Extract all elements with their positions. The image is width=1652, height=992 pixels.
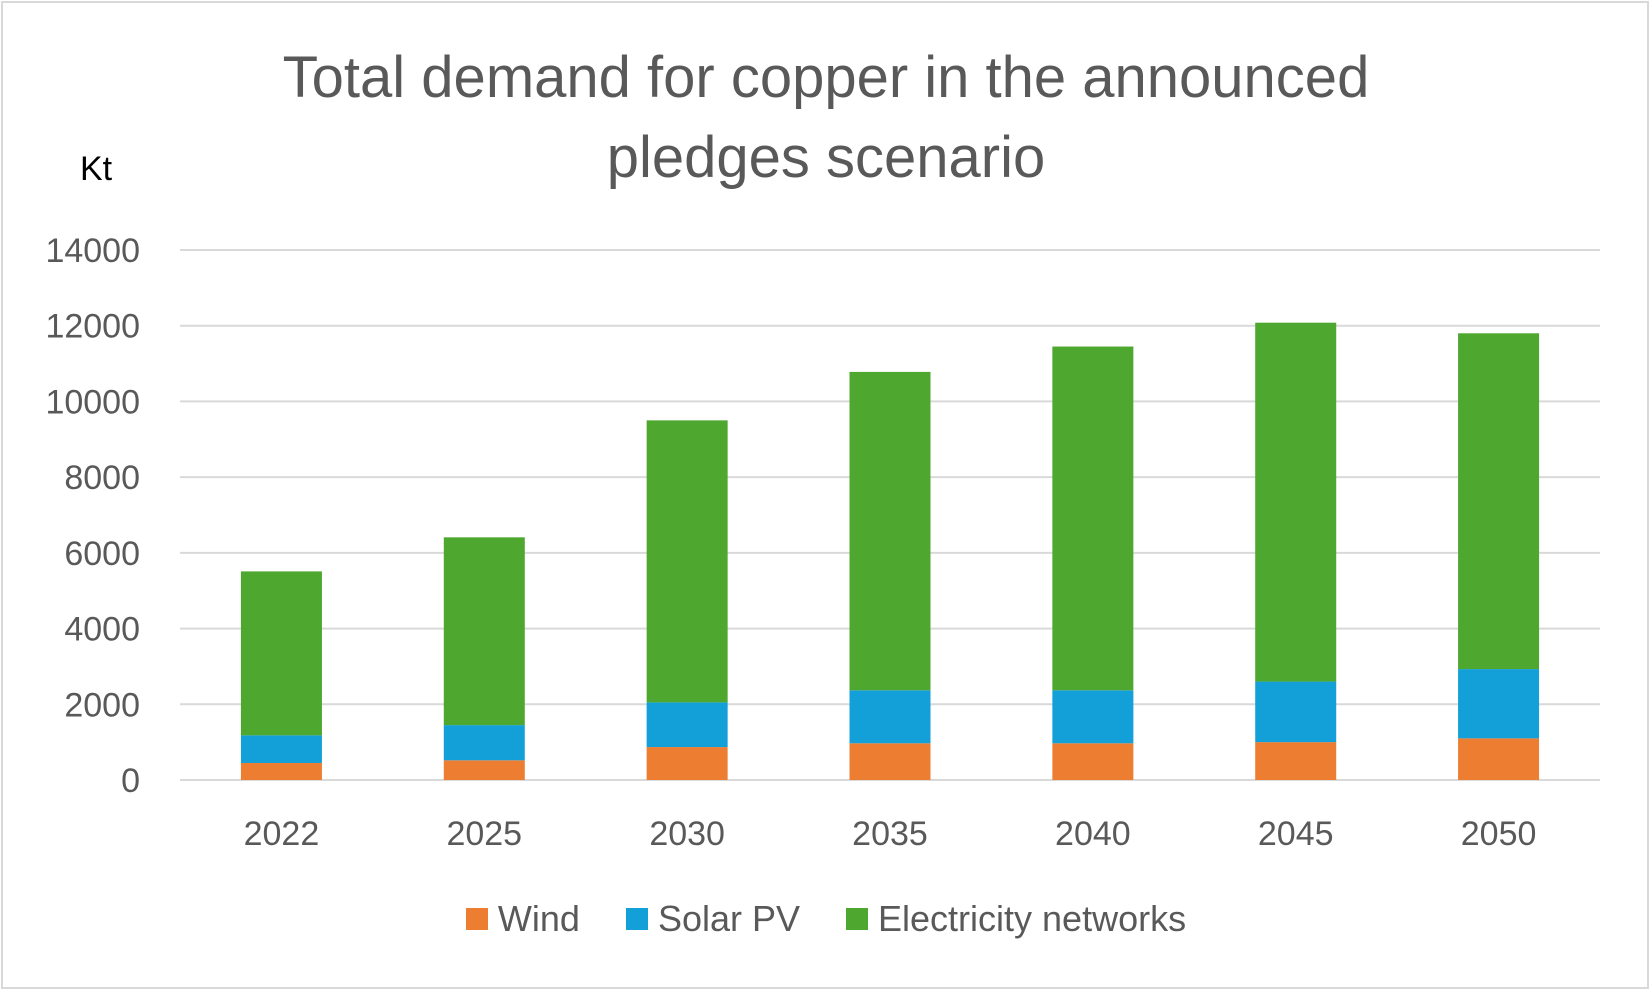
bar-electricity-networks-2022 <box>240 571 322 736</box>
bar-wind-2035 <box>849 743 931 780</box>
legend-label-wind: Wind <box>497 898 580 939</box>
bar-wind-2050 <box>1458 738 1540 780</box>
legend-label-electricity-networks: Electricity networks <box>878 898 1187 939</box>
chart-title-line-2: pledges scenario <box>606 125 1046 190</box>
x-tick-label-2025: 2025 <box>446 815 522 853</box>
y-tick-label-8000: 8000 <box>64 459 140 497</box>
chart-title: Total demand for copper in the announced… <box>0 38 1652 198</box>
legend-label-solar-pv: Solar PV <box>657 898 801 939</box>
legend-swatch-wind <box>465 908 488 930</box>
bar-electricity-networks-2030 <box>646 420 728 703</box>
chart-legend: Wind Solar PV Electricity networks <box>0 898 1652 940</box>
y-tick-label-14000: 14000 <box>45 232 140 270</box>
bar-wind-2030 <box>646 747 728 780</box>
bar-electricity-networks-2045 <box>1255 322 1337 682</box>
x-tick-label-2050: 2050 <box>1461 815 1537 853</box>
x-tick-label-2045: 2045 <box>1258 815 1334 853</box>
bar-wind-2022 <box>240 762 322 780</box>
x-tick-label-2040: 2040 <box>1055 815 1131 853</box>
legend-item-electricity-networks: Electricity networks <box>846 898 1186 940</box>
bar-wind-2040 <box>1052 743 1134 780</box>
bar-electricity-networks-2025 <box>443 537 525 726</box>
y-tick-label-4000: 4000 <box>64 611 140 649</box>
legend-swatch-solar-pv <box>625 908 648 930</box>
x-tick-label-2022: 2022 <box>244 815 320 853</box>
bar-solar-pv-2025 <box>443 725 525 761</box>
bar-electricity-networks-2050 <box>1458 333 1540 670</box>
bar-solar-pv-2022 <box>240 735 322 763</box>
x-tick-label-2035: 2035 <box>852 815 928 853</box>
chart-title-line-1: Total demand for copper in the announced <box>282 45 1370 110</box>
bar-solar-pv-2030 <box>646 702 728 748</box>
bar-solar-pv-2045 <box>1255 681 1337 743</box>
y-axis-unit-label: Kt <box>80 150 113 188</box>
bar-electricity-networks-2040 <box>1052 346 1134 691</box>
y-tick-label-6000: 6000 <box>64 535 140 573</box>
legend-item-wind: Wind <box>465 898 580 940</box>
legend-swatch-electricity-networks <box>846 908 869 930</box>
y-tick-label-0: 0 <box>121 762 140 800</box>
bar-wind-2025 <box>443 760 525 780</box>
bar-wind-2045 <box>1255 742 1337 780</box>
bar-solar-pv-2035 <box>849 690 931 744</box>
y-tick-label-10000: 10000 <box>45 383 140 421</box>
x-tick-label-2030: 2030 <box>649 815 725 853</box>
y-tick-label-2000: 2000 <box>64 686 140 724</box>
y-tick-label-12000: 12000 <box>45 308 140 346</box>
legend-item-solar-pv: Solar PV <box>625 898 801 940</box>
bar-electricity-networks-2035 <box>849 371 931 691</box>
bar-solar-pv-2040 <box>1052 690 1134 744</box>
bar-solar-pv-2050 <box>1458 669 1540 739</box>
